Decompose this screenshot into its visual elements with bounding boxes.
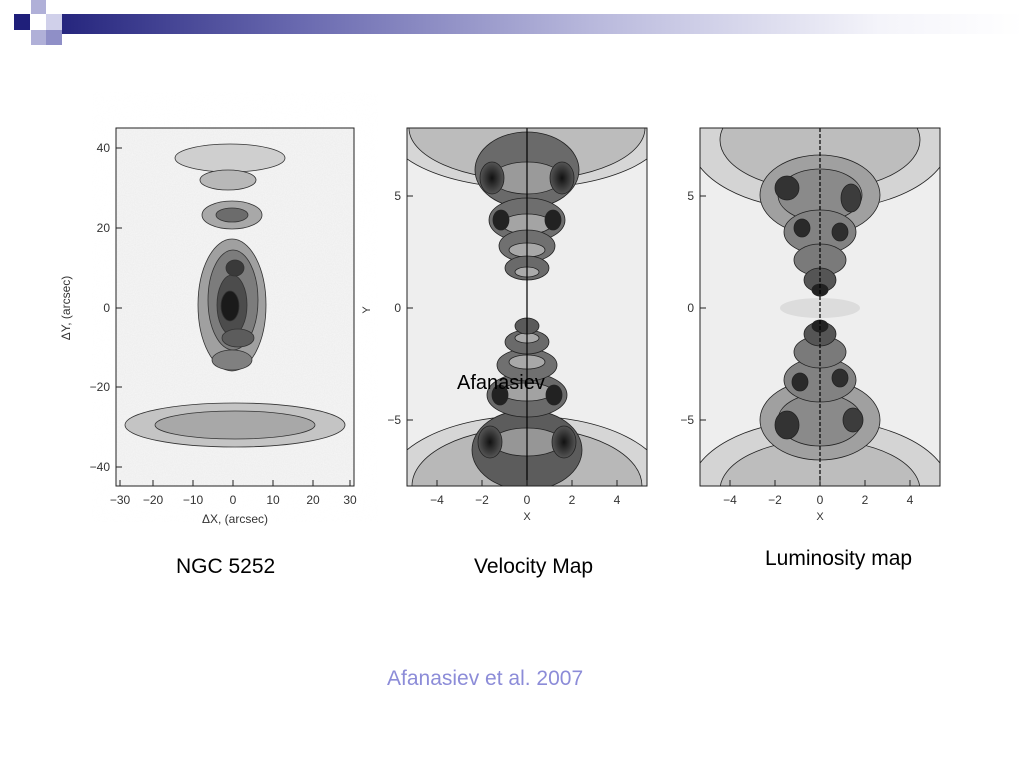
x-tick-label: −4 [430, 493, 444, 507]
x-tick-label: −2 [475, 493, 489, 507]
x-tick-label: −10 [183, 493, 204, 507]
header-square-dark-2 [46, 30, 62, 45]
velocity-map-panel: 5 0 −5 −4 −2 0 2 4 X Y [360, 120, 660, 540]
y-axis-label: ΔY, (arcsec) [59, 276, 73, 340]
x-tick-label: 2 [569, 493, 576, 507]
luminosity-map-panel: 5 0 −5 −4 −2 0 2 4 X [655, 120, 955, 540]
x-tick-label: 2 [862, 493, 869, 507]
header-gradient-bar [62, 14, 1024, 34]
y-tick-label: 40 [97, 141, 111, 155]
ngc5252-panel: 40 20 0 −20 −40 −30 −20 −10 0 10 20 30 Δ… [50, 120, 370, 540]
x-tick-label: 4 [907, 493, 914, 507]
x-tick-label: 10 [266, 493, 280, 507]
x-tick-label: −2 [768, 493, 782, 507]
caption-velocity-map: Velocity Map [474, 555, 594, 578]
header-square-light-3 [31, 30, 46, 45]
x-tick-label: 0 [817, 493, 824, 507]
x-tick-label: 4 [614, 493, 621, 507]
x-tick-label: −4 [723, 493, 737, 507]
ngc5252-plot: 40 20 0 −20 −40 −30 −20 −10 0 10 20 30 Δ… [59, 127, 357, 526]
citation-credit: Afanasiev et al. 2007 [387, 667, 584, 690]
x-tick-label: 30 [343, 493, 357, 507]
x-tick-label: −30 [110, 493, 131, 507]
y-axis-label: Y [361, 306, 373, 314]
y-tick-label: −5 [680, 413, 694, 427]
y-tick-label: 0 [394, 301, 401, 315]
caption-ngc5252: NGC 5252 [176, 555, 276, 578]
header-square-dark [14, 14, 30, 30]
y-tick-label: 5 [394, 189, 401, 203]
y-tick-label: −40 [90, 460, 111, 474]
y-tick-label: −5 [387, 413, 401, 427]
luminosity-map-plot: 5 0 −5 −4 −2 0 2 4 X [680, 127, 941, 523]
x-tick-label: 0 [524, 493, 531, 507]
caption-luminosity-map: Luminosity map [765, 547, 913, 570]
header-square-light-2 [46, 14, 62, 30]
y-tick-label: 0 [103, 301, 110, 315]
y-tick-label: 20 [97, 221, 111, 235]
velocity-map-plot: 5 0 −5 −4 −2 0 2 4 X Y [361, 127, 648, 523]
x-tick-label: 0 [230, 493, 237, 507]
overlay-author-label: Afanasiev [457, 372, 545, 394]
y-tick-label: 0 [687, 301, 694, 315]
x-tick-label: 20 [306, 493, 320, 507]
y-tick-label: 5 [687, 189, 694, 203]
x-axis-label: ΔX, (arcsec) [202, 512, 268, 526]
slide-header-decoration [0, 0, 1024, 60]
x-tick-label: −20 [143, 493, 164, 507]
x-axis-label: X [523, 511, 531, 523]
x-axis-label: X [816, 511, 824, 523]
y-tick-label: −20 [90, 380, 111, 394]
header-square-light-1 [31, 0, 46, 14]
